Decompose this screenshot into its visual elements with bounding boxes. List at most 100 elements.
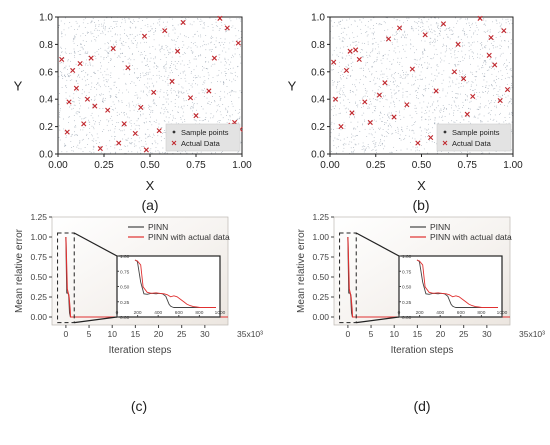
sample-point <box>94 87 96 89</box>
sample-point <box>434 33 436 35</box>
sample-point <box>182 115 184 117</box>
sample-point <box>405 76 406 78</box>
sample-point <box>119 56 121 58</box>
sample-point <box>354 143 356 145</box>
sample-point <box>379 118 381 120</box>
sample-point <box>399 110 400 112</box>
sample-point <box>376 77 378 79</box>
sample-point <box>452 82 454 84</box>
sample-point <box>102 101 104 103</box>
sample-point <box>397 73 399 74</box>
sample-point <box>441 23 443 25</box>
sample-point <box>239 117 241 119</box>
sample-point <box>411 117 413 119</box>
sample-point <box>345 66 347 68</box>
sample-point <box>411 130 413 132</box>
sample-point <box>480 49 482 51</box>
sample-point <box>102 74 104 76</box>
sample-point <box>224 64 226 66</box>
sample-point <box>453 51 455 53</box>
cross-stroke <box>121 121 127 127</box>
sample-point <box>498 32 500 33</box>
sample-point <box>128 46 130 48</box>
sample-point <box>182 54 184 56</box>
sample-point <box>507 102 509 104</box>
sample-point <box>376 53 378 55</box>
sample-point <box>409 93 411 95</box>
sample-point <box>486 31 488 33</box>
sample-point <box>159 24 161 26</box>
sample-point <box>414 79 416 81</box>
y-tick-label: 0.8 <box>39 40 53 51</box>
sample-point <box>64 143 65 145</box>
sample-point <box>158 151 160 153</box>
sample-point <box>505 120 507 122</box>
sample-point <box>422 67 423 69</box>
sample-point <box>176 62 178 64</box>
sample-point <box>400 139 402 141</box>
sample-point <box>443 44 445 46</box>
sample-point <box>442 79 444 81</box>
sample-point <box>64 74 66 76</box>
sample-point <box>510 87 512 89</box>
sample-point <box>492 119 494 121</box>
sample-point <box>199 76 201 78</box>
sample-point <box>107 52 109 54</box>
sample-point <box>218 119 220 121</box>
sample-point <box>74 36 76 38</box>
sample-point <box>84 91 85 93</box>
sample-point <box>400 129 402 130</box>
sample-point <box>335 114 337 116</box>
sample-point <box>332 25 334 27</box>
sample-point <box>467 42 469 44</box>
sample-point <box>164 27 166 29</box>
sample-point <box>461 83 463 84</box>
sample-point <box>134 128 136 130</box>
sample-point <box>448 152 450 153</box>
sample-point <box>160 58 162 60</box>
sample-point <box>451 104 453 106</box>
sample-point <box>219 120 221 121</box>
sample-point <box>501 79 503 80</box>
sample-point <box>75 20 77 22</box>
sample-point <box>186 152 188 154</box>
sample-point <box>401 70 403 71</box>
sample-point <box>382 129 384 131</box>
y-axis-label: Y <box>14 79 23 94</box>
sample-point <box>176 69 178 70</box>
actual-data-point <box>235 40 241 46</box>
sample-point <box>164 81 166 83</box>
sample-point <box>461 50 463 52</box>
sample-point <box>445 45 447 47</box>
sample-point <box>225 75 226 77</box>
sample-point <box>458 61 460 63</box>
sample-point <box>197 18 199 20</box>
sample-point <box>162 79 164 81</box>
sample-point <box>495 19 497 21</box>
sample-point <box>364 76 366 78</box>
actual-data-point <box>409 66 415 72</box>
sample-point <box>389 106 390 108</box>
sample-point <box>238 122 240 124</box>
sample-point <box>364 88 366 90</box>
sample-point <box>80 105 82 107</box>
sample-point <box>338 146 339 148</box>
sample-point <box>215 152 216 154</box>
sample-point <box>183 100 185 102</box>
sample-point <box>377 59 378 61</box>
sample-point <box>173 64 175 66</box>
sample-point <box>192 51 194 53</box>
sample-point <box>343 105 345 107</box>
sample-point <box>68 121 69 123</box>
sample-point <box>104 27 106 29</box>
sample-point <box>100 120 102 122</box>
sample-point <box>82 151 84 152</box>
sample-point <box>105 79 107 81</box>
sample-point <box>136 68 138 70</box>
sample-point <box>440 109 442 111</box>
sample-point <box>88 121 90 123</box>
sample-point <box>202 108 204 110</box>
sample-point <box>481 67 483 69</box>
sample-point <box>488 85 490 87</box>
actual-data-point <box>486 52 492 58</box>
